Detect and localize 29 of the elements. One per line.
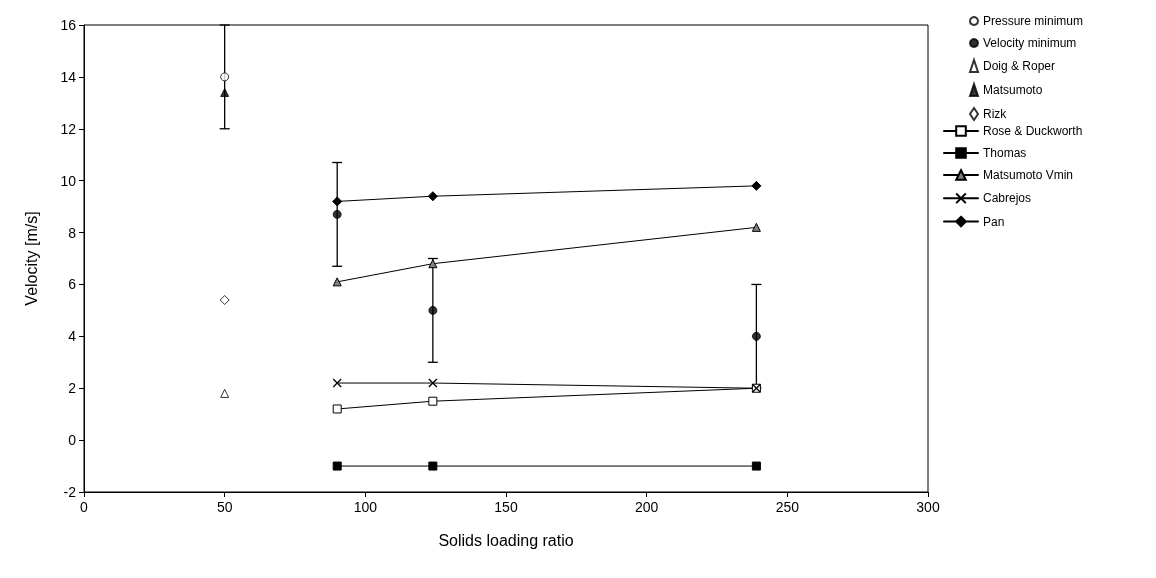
x-tick-label: 0 <box>80 499 89 515</box>
y-tick-label: 0 <box>68 432 77 449</box>
x-tick-label: 150 <box>494 499 518 515</box>
x-tick-label: 250 <box>775 499 800 515</box>
y-tick-label: 10 <box>60 172 77 189</box>
y-tick-label: 2 <box>68 380 77 397</box>
legend-label: Velocity minimum <box>983 36 1077 50</box>
legend-label: Thomas <box>983 146 1027 160</box>
x-tick-label: 200 <box>634 499 659 515</box>
x-tick-label: 100 <box>353 499 378 515</box>
y-tick-label: 8 <box>68 224 77 241</box>
y-tick-label: 4 <box>68 328 77 345</box>
y-tick-label: 12 <box>60 120 77 137</box>
y-tick-label: -2 <box>63 484 77 500</box>
legend-label: Rizk <box>983 107 1008 121</box>
y-tick-label: 16 <box>60 17 77 33</box>
x-tick-label: 300 <box>916 499 940 515</box>
legend-label: Cabrejos <box>983 191 1032 206</box>
legend-label: Pressure minimum <box>983 14 1084 28</box>
legend-label: Matsumoto Vmin <box>983 168 1074 182</box>
y-tick-label: 14 <box>60 68 77 85</box>
legend-label: Pan <box>983 214 1005 229</box>
x-tick-label: 50 <box>216 499 233 515</box>
legend-label: Rose & Duckworth <box>983 124 1083 138</box>
y-tick-label: 6 <box>68 276 77 293</box>
x-axis-title: Solids loading ratio <box>438 531 574 549</box>
legend-label: Doig & Roper <box>983 59 1056 73</box>
legend-label: Matsumoto <box>983 83 1043 97</box>
y-axis-title: Velocity [m/s] <box>22 211 40 306</box>
